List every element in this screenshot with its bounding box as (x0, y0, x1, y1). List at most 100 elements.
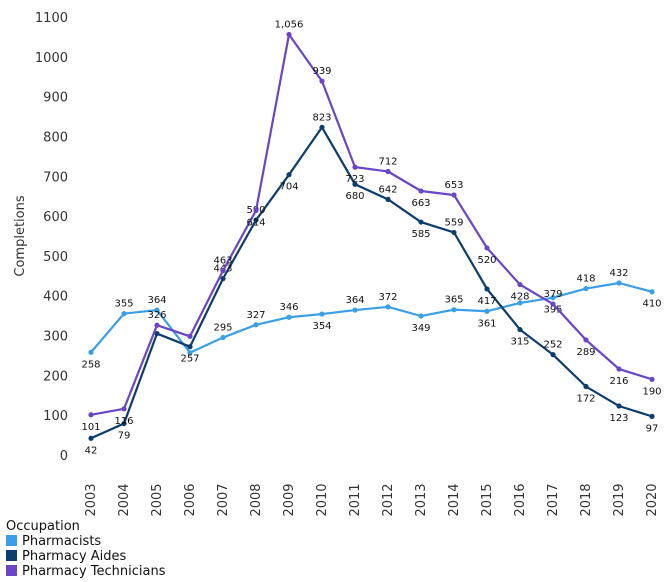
x-tick-label: 2020 (645, 483, 660, 516)
data-label: 315 (510, 337, 529, 348)
point (352, 164, 358, 170)
legend-label: Pharmacists (22, 534, 101, 549)
point (517, 281, 523, 288)
data-label: 101 (81, 422, 100, 433)
point (121, 311, 127, 317)
legend-swatch (6, 565, 17, 576)
point (154, 322, 160, 328)
y-tick-label: 600 (43, 210, 68, 225)
x-tick-label: 2008 (249, 483, 264, 516)
legend-label: Pharmacy Aides (22, 549, 127, 564)
point (220, 268, 226, 274)
point (154, 330, 160, 337)
point (187, 333, 193, 339)
point (385, 168, 391, 175)
data-label: 823 (312, 112, 331, 123)
data-label: 417 (477, 296, 496, 307)
x-tick-label: 2014 (447, 483, 462, 516)
point (451, 307, 457, 313)
point (154, 307, 160, 313)
point (286, 31, 292, 38)
data-label: 116 (114, 416, 133, 427)
point (616, 280, 622, 286)
data-label: 723 (345, 174, 364, 185)
x-tick-label: 2015 (480, 483, 495, 516)
x-tick-label: 2012 (381, 483, 396, 516)
x-tick-label: 2016 (513, 483, 528, 516)
x-tick-label: 2013 (414, 483, 429, 516)
point (418, 219, 424, 225)
data-label: 42 (85, 445, 98, 456)
point (517, 300, 523, 306)
data-label: 364 (147, 295, 166, 306)
point (385, 196, 391, 202)
y-tick-label: 900 (43, 91, 68, 106)
point (385, 304, 391, 310)
point (583, 337, 589, 343)
point (187, 344, 193, 350)
data-label: 428 (510, 292, 529, 303)
data-label: 663 (411, 198, 430, 209)
data-label: 379 (543, 289, 562, 300)
point (583, 383, 589, 390)
data-label: 365 (444, 295, 463, 306)
y-tick-label: 1100 (35, 11, 68, 26)
x-tick-label: 2005 (150, 483, 165, 516)
point (649, 413, 655, 419)
point (451, 229, 457, 236)
x-tick-label: 2017 (546, 483, 561, 516)
data-label: 704 (279, 182, 298, 193)
point (418, 188, 424, 194)
data-label: 642 (378, 184, 397, 195)
data-label: 680 (345, 191, 364, 202)
legend-label: Pharmacy Technicians (22, 564, 166, 579)
point (550, 352, 556, 358)
y-tick-label: 500 (43, 250, 68, 265)
point (550, 301, 556, 307)
point (187, 350, 193, 356)
point (649, 376, 655, 382)
data-label: 559 (444, 217, 463, 228)
y-tick-label: 300 (43, 330, 68, 345)
y-axis-label: Completions (13, 195, 28, 276)
point (121, 420, 127, 427)
point (319, 78, 325, 84)
data-label: 361 (477, 318, 496, 329)
point (451, 192, 457, 198)
data-label: 79 (118, 431, 131, 442)
point (253, 207, 259, 214)
point (550, 295, 556, 301)
point (253, 322, 259, 328)
x-tick-label: 2018 (579, 483, 594, 516)
data-label: 252 (543, 340, 562, 351)
data-label: 418 (576, 274, 595, 285)
point (352, 181, 358, 187)
point (616, 403, 622, 409)
series-line (90, 125, 653, 440)
x-tick-label: 2019 (612, 483, 627, 516)
data-label: 939 (312, 66, 331, 77)
legend-swatch (6, 535, 17, 546)
data-label: 346 (279, 302, 298, 313)
data-label: 123 (609, 413, 628, 424)
data-label: 295 (213, 323, 232, 334)
y-tick-label: 200 (43, 369, 68, 384)
point (649, 289, 655, 295)
point (418, 313, 424, 319)
data-label: 410 (642, 299, 661, 310)
point (286, 314, 292, 320)
point (484, 286, 490, 292)
series-line (90, 31, 653, 416)
data-label: 326 (147, 310, 166, 321)
point (583, 285, 589, 292)
y-tick-label: 100 (43, 409, 68, 424)
data-label: 172 (576, 394, 595, 405)
data-label: 258 (81, 359, 100, 370)
point (616, 366, 622, 372)
data-label: 289 (576, 347, 595, 358)
point (121, 406, 127, 412)
point (88, 412, 94, 418)
data-label: 520 (477, 255, 496, 266)
y-tick-label: 0 (60, 449, 68, 464)
